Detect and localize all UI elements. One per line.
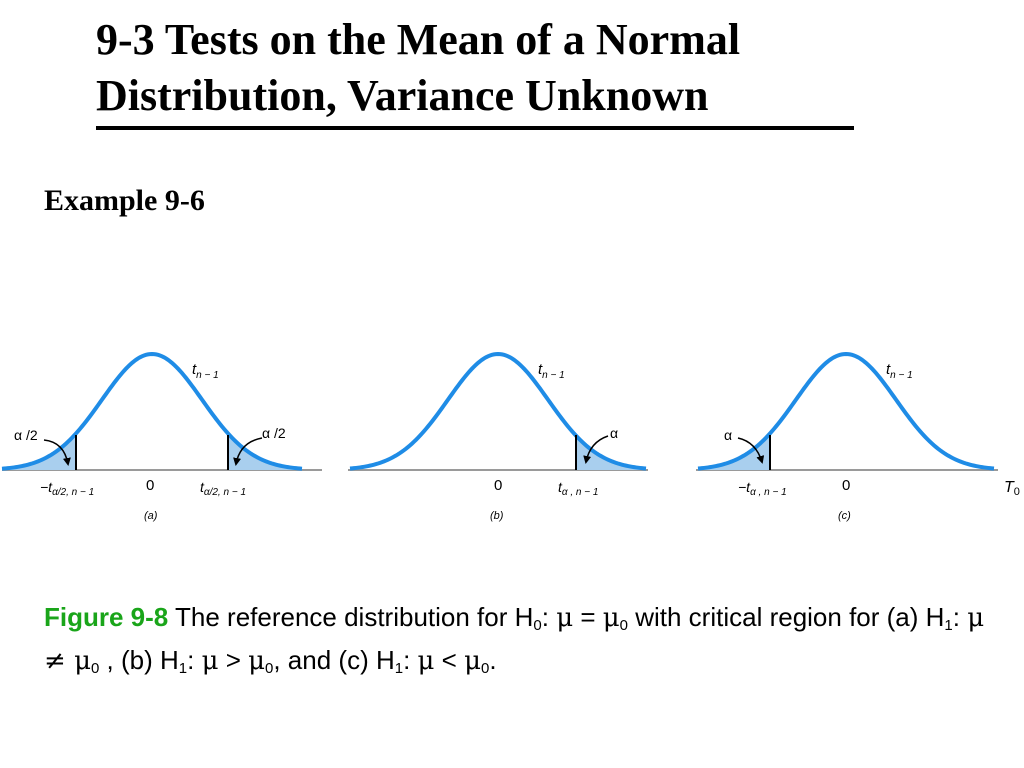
panel-c-label: (c) <box>838 510 851 522</box>
panel-b-curve-label: tn − 1 <box>538 361 565 381</box>
panel-a-curve-label: tn − 1 <box>192 361 219 381</box>
caption-sub-6: 0 <box>265 660 274 677</box>
caption-text-4: with critical region for (a) H <box>628 602 945 632</box>
panel-a-left-tick-label: −tα/2, n − 1 <box>40 479 94 498</box>
caption-text-1: The reference distribution for H <box>168 602 534 632</box>
mu-symbol-4: μ <box>74 646 91 676</box>
panel-a-left-alpha-arrow <box>43 439 71 466</box>
panel-a: α /2 α /2 tn − 1 −tα/2, n − 1 0 tα/2, n … <box>1 351 322 522</box>
caption-sub-4: 0 <box>90 660 100 677</box>
panel-c-curve-label: tn − 1 <box>886 361 913 381</box>
mu-symbol-2: μ <box>602 603 620 633</box>
panel-a-right-alpha-label: α /2 <box>262 425 286 441</box>
greater-than-symbol: > <box>218 645 249 675</box>
caption-text-8: , and (c) H <box>273 645 395 675</box>
caption-sub-8: 0 <box>480 660 490 677</box>
mu-symbol-8: μ <box>464 646 481 676</box>
mu-symbol-1: μ <box>556 603 574 633</box>
panel-b-alpha-arrow <box>583 435 609 464</box>
caption-text-10: . <box>489 645 497 675</box>
panel-b-curve <box>349 351 647 471</box>
slide-title: 9-3 Tests on the Mean of a Normal Distri… <box>96 12 856 124</box>
panel-c-tick-label: −tα , n − 1 <box>738 479 787 498</box>
title-underline <box>96 126 854 130</box>
panel-a-left-alpha-label: α /2 <box>14 427 38 443</box>
panel-c-axis-label: T0 <box>1004 479 1020 498</box>
panel-a-label: (a) <box>144 510 158 522</box>
title-line-1: 9-3 Tests on the Mean of a Normal <box>96 15 741 64</box>
panel-c-alpha-label: α <box>724 427 732 443</box>
panel-a-left-tail-shade <box>2 433 76 470</box>
caption-text-2: : <box>541 602 557 632</box>
panel-a-right-alpha-arrow <box>233 437 263 466</box>
panel-b: α tn − 1 0 tα , n − 1 (b) <box>348 351 648 522</box>
figure-caption: Figure 9-8 The reference distribution fo… <box>44 596 1004 682</box>
caption-text-3: = <box>573 602 603 632</box>
panel-b-zero-label: 0 <box>494 477 502 494</box>
not-equal-symbol: ≠ <box>44 646 75 676</box>
mu-symbol-5: μ <box>201 646 219 676</box>
panel-a-zero-label: 0 <box>146 477 154 494</box>
example-label: Example 9-6 <box>44 184 205 217</box>
panel-b-right-tail-shade <box>576 435 646 470</box>
panel-c-alpha-arrow <box>737 437 765 464</box>
mu-symbol-7: μ <box>417 646 435 676</box>
caption-sub-5: 1 <box>178 660 188 677</box>
mu-symbol-3: μ <box>967 603 985 633</box>
mu-symbol-6: μ <box>248 646 266 676</box>
panel-c-curve <box>697 351 995 471</box>
panel-a-curve <box>1 351 303 471</box>
caption-sub-2: 0 <box>619 617 628 634</box>
panel-a-right-tick-label: tα/2, n − 1 <box>200 479 246 498</box>
caption-sub-3: 1 <box>944 617 953 634</box>
caption-sub-1: 0 <box>533 617 542 634</box>
panel-c-zero-label: 0 <box>842 477 850 494</box>
caption-text-6: , (b) H <box>99 645 179 675</box>
panel-b-label: (b) <box>490 510 504 522</box>
panel-c-left-tail-shade <box>698 433 770 470</box>
caption-text-7: : <box>187 645 202 675</box>
title-line-2: Distribution, Variance Unknown <box>96 71 709 120</box>
panel-b-alpha-label: α <box>610 425 618 441</box>
panel-b-tick-label: tα , n − 1 <box>558 479 598 498</box>
panel-c: α tn − 1 −tα , n − 1 0 T0 (c) <box>696 351 1020 522</box>
less-than-symbol: < <box>434 645 465 675</box>
caption-sub-7: 1 <box>394 660 404 677</box>
panel-a-right-tail-shade <box>228 433 302 470</box>
figure-9-8: α /2 α /2 tn − 1 −tα/2, n − 1 0 tα/2, n … <box>1 351 1020 522</box>
caption-text-5: : <box>952 602 968 632</box>
caption-text-9: : <box>403 645 418 675</box>
caption-figure-label: Figure 9-8 <box>44 602 169 632</box>
